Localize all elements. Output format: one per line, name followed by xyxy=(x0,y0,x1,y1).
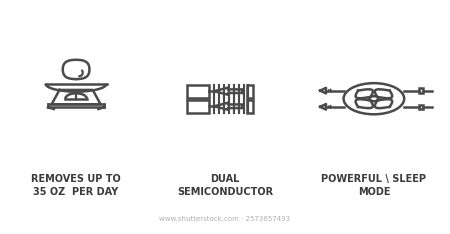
Text: REMOVES UP TO
35 OZ  PER DAY: REMOVES UP TO 35 OZ PER DAY xyxy=(31,174,121,197)
Bar xyxy=(187,100,209,113)
Text: POWERFUL \ SLEEP
MODE: POWERFUL \ SLEEP MODE xyxy=(321,174,427,197)
Text: DUAL
SEMICONDUCTOR: DUAL SEMICONDUCTOR xyxy=(177,174,273,197)
Text: www.shutterstock.com · 2573657493: www.shutterstock.com · 2573657493 xyxy=(159,216,291,222)
Bar xyxy=(248,85,253,98)
Bar xyxy=(187,85,209,98)
Bar xyxy=(248,100,253,113)
Bar xyxy=(419,88,423,93)
Bar xyxy=(419,105,423,109)
